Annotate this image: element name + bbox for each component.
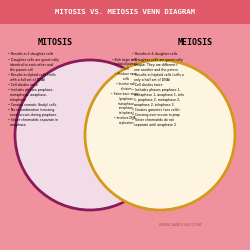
Circle shape xyxy=(85,60,235,210)
Text: MITOSIS: MITOSIS xyxy=(38,38,72,47)
Text: • Both begin with
  a diploid parent
  cell
• Produce new
  cells
• Involve cell: • Both begin with a diploid parent cell … xyxy=(111,58,139,125)
Text: • Results in 4 daughter cells
• Daughter cells are genetically
  unique. They ar: • Results in 4 daughter cells • Daughter… xyxy=(132,52,184,127)
Circle shape xyxy=(15,60,165,210)
FancyBboxPatch shape xyxy=(0,0,250,24)
Text: WWW.LANEY-LEE.COM: WWW.LANEY-LEE.COM xyxy=(158,223,202,227)
Text: MEIOSIS: MEIOSIS xyxy=(178,38,212,47)
Text: MITOSIS VS. MEIOSIS VENN DIAGRAM: MITOSIS VS. MEIOSIS VENN DIAGRAM xyxy=(55,9,195,15)
Text: • Results in 2 daughter cells
• Daughter cells are genetically
  identical to ea: • Results in 2 daughter cells • Daughter… xyxy=(8,52,59,127)
